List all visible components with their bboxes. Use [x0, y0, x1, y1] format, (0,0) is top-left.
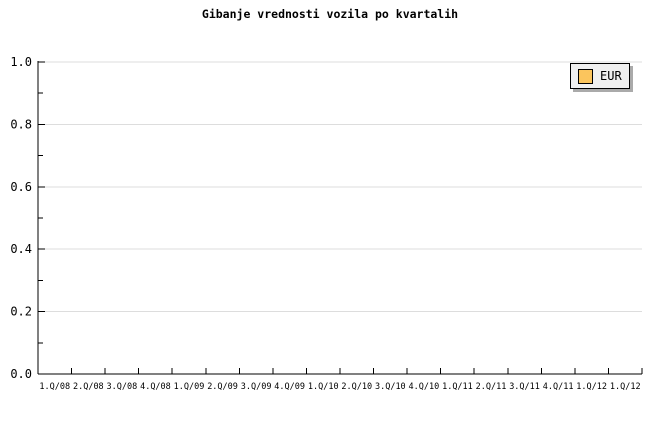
x-tick-label: 3.Q/08 — [107, 382, 138, 392]
y-tick-label: 0.2 — [10, 305, 32, 319]
x-tick-label: 4.Q/10 — [409, 382, 440, 392]
chart-title: Gibanje vrednosti vozila po kvartalih — [201, 7, 459, 21]
x-tick-label: 2.Q/09 — [207, 382, 238, 392]
x-tick-label: 4.Q/08 — [140, 382, 171, 392]
x-tick-label: 3.Q/11 — [509, 382, 540, 392]
y-tick-label: 0.8 — [10, 117, 32, 131]
x-tick-label: 1.Q/08 — [39, 382, 70, 392]
legend-swatch-eur — [578, 68, 593, 84]
x-tick-label: 1.Q/09 — [174, 382, 205, 392]
x-tick-label: 3.Q/09 — [241, 382, 272, 392]
x-tick-label: 2.Q/11 — [476, 382, 507, 392]
legend: EUR — [570, 63, 630, 89]
x-tick-label: 1.Q/11 — [442, 382, 473, 392]
y-tick-label: 0.6 — [10, 180, 32, 194]
x-tick-label: 1.Q/12 — [576, 382, 607, 392]
x-tick-label: 2.Q/08 — [73, 382, 104, 392]
y-tick-label: 0.0 — [10, 367, 32, 381]
x-tick-label: 4.Q/11 — [543, 382, 574, 392]
y-tick-label: 0.4 — [10, 242, 32, 256]
x-tick-label: 3.Q/10 — [375, 382, 406, 392]
legend-label-eur: EUR — [600, 69, 622, 83]
x-tick-label: 4.Q/09 — [274, 382, 305, 392]
x-tick-label: 1.Q/12 — [610, 382, 641, 392]
x-tick-label: 1.Q/10 — [308, 382, 339, 392]
x-tick-label: 2.Q/10 — [341, 382, 372, 392]
y-tick-label: 1.0 — [10, 55, 32, 69]
